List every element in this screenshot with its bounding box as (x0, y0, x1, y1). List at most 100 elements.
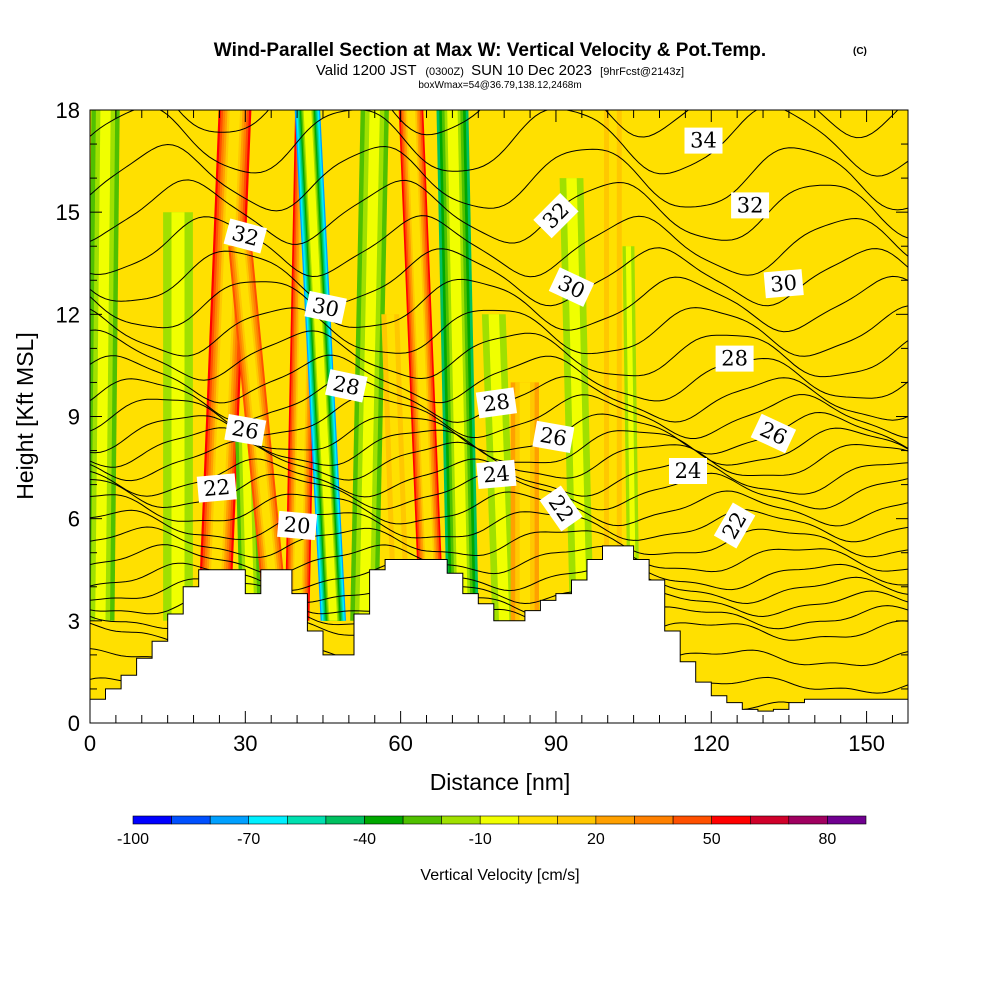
velocity-band-14-1 (609, 110, 617, 621)
contour-label-text: 30 (769, 271, 798, 297)
valid-time-line: Valid 1200 JST (0300Z) SUN 10 Dec 2023 [… (316, 62, 684, 79)
colorbar-bin-4 (286, 815, 327, 825)
colorbar-bin-2 (209, 815, 250, 825)
theta-contour-30 (90, 247, 908, 307)
y-tick-label: 18 (56, 98, 80, 123)
contour-label-14: 30 (763, 269, 804, 299)
colorbar-bin-16 (749, 815, 790, 825)
y-tick-label: 3 (68, 609, 80, 634)
theta-contour-26 (90, 354, 908, 404)
contour-label-box (325, 369, 368, 403)
contour-label-box (731, 192, 770, 219)
contour-label-text: 30 (310, 293, 341, 322)
theta-contour-24 (90, 394, 908, 439)
contour-label-5: 20 (277, 510, 318, 541)
colorbar-bin-15 (711, 815, 751, 825)
contour-label-text: 22 (202, 475, 231, 501)
contour-label-text: 24 (675, 459, 702, 483)
colorbar-bin-5 (325, 815, 365, 825)
chart-title: Wind-Parallel Section at Max W: Vertical… (214, 40, 766, 61)
contour-label-box (304, 290, 347, 325)
velocity-band-10-1 (447, 110, 468, 621)
contour-label-1: 30 (304, 290, 347, 325)
x-tick-label: 90 (544, 731, 568, 756)
contour-label-text: 28 (721, 347, 748, 371)
colorbar-bin-7 (402, 815, 443, 825)
contour-label-text: 20 (283, 512, 312, 538)
colorbar-bin-10 (518, 815, 558, 825)
contour-label-box (223, 218, 268, 254)
velocity-band-0-1 (95, 110, 111, 621)
theta-contour-34 (90, 110, 908, 177)
colorbar-tick-label: -40 (353, 831, 376, 848)
contour-label-box (684, 127, 723, 154)
colorbar-tick-label: 80 (819, 831, 837, 848)
theta-contour-33 (90, 143, 908, 212)
theta-contour-18 (90, 490, 908, 527)
y-tick-label: 15 (56, 200, 80, 225)
colorbar: -100 -70 -40 -10 20 50 80 (117, 815, 867, 848)
x-tick-label: 30 (233, 731, 257, 756)
contour-label-7: 24 (476, 459, 517, 490)
valid-date: SUN 10 Dec 2023 (471, 62, 592, 79)
theta-contour-35 (177, 110, 899, 139)
contour-label-box (548, 267, 595, 307)
velocity-band-15-1 (625, 246, 637, 621)
contour-label-box (224, 413, 267, 447)
y-tick-label: 6 (68, 507, 80, 532)
contour-label-8: 26 (532, 420, 575, 454)
colorbar-label: Vertical Velocity [cm/s] (420, 867, 579, 884)
contour-label-box (715, 345, 754, 372)
theta-contour-32 (90, 179, 908, 245)
colorbar-bin-3 (248, 815, 288, 825)
y-tick-label: 12 (56, 302, 80, 327)
contour-label-text: 32 (737, 193, 764, 217)
contour-label-box (277, 510, 318, 541)
colorbar-bin-1 (171, 815, 211, 825)
contour-label-box (669, 458, 707, 484)
valid-utc: (0300Z) (425, 66, 464, 78)
theta-contour-31 (90, 215, 908, 278)
valid-prefix: Valid 1200 JST (316, 62, 416, 79)
contour-label-box (476, 459, 517, 490)
colorbar-bin-11 (557, 815, 597, 825)
contour-label-text: 26 (230, 416, 260, 444)
contour-label-15: 28 (715, 345, 754, 372)
contour-label-box (475, 387, 518, 419)
colorbar-tick-label: -70 (237, 831, 260, 848)
contour-label-17: 24 (669, 458, 707, 484)
velocity-band-7-1 (359, 110, 380, 621)
terrain-mask (90, 545, 908, 723)
theta-contour-17 (90, 509, 908, 543)
colorbar-bin-12 (595, 815, 635, 825)
contour-label-12: 34 (684, 127, 723, 154)
contour-label-2: 28 (325, 369, 368, 403)
velocity-band-6-1 (303, 110, 338, 621)
contour-label-11: 30 (548, 267, 595, 307)
x-tick-label: 120 (693, 731, 730, 756)
axes: 0 30 60 90 120 150 0 3 6 9 12 15 18 (56, 98, 908, 756)
colorbar-tick-label: -100 (117, 831, 149, 848)
contour-label-text: 28 (481, 389, 511, 416)
velocity-band-8-1 (386, 314, 405, 621)
theta-contour-27 (90, 329, 908, 381)
copyright-mark: (C) (853, 46, 867, 57)
colorbar-bin-8 (441, 815, 481, 825)
colorbar-tick-label: -10 (469, 831, 492, 848)
colorbar-bin-14 (672, 815, 712, 825)
contour-label-box (763, 269, 804, 299)
contour-label-0: 32 (223, 218, 268, 254)
contour-label-box (196, 473, 237, 503)
x-axis-label: Distance [nm] (430, 769, 571, 795)
colorbar-tick-label: 20 (587, 831, 605, 848)
colorbar-bin-0 (132, 815, 172, 825)
contour-label-text: 28 (331, 371, 362, 400)
y-axis-label: Height [Kft MSL] (12, 332, 38, 499)
y-tick-label: 9 (68, 405, 80, 430)
colorbar-bin-17 (788, 815, 828, 825)
velocity-band-3-1 (241, 416, 255, 621)
colorbar-bin-13 (634, 815, 674, 825)
contour-label-3: 26 (224, 413, 267, 447)
